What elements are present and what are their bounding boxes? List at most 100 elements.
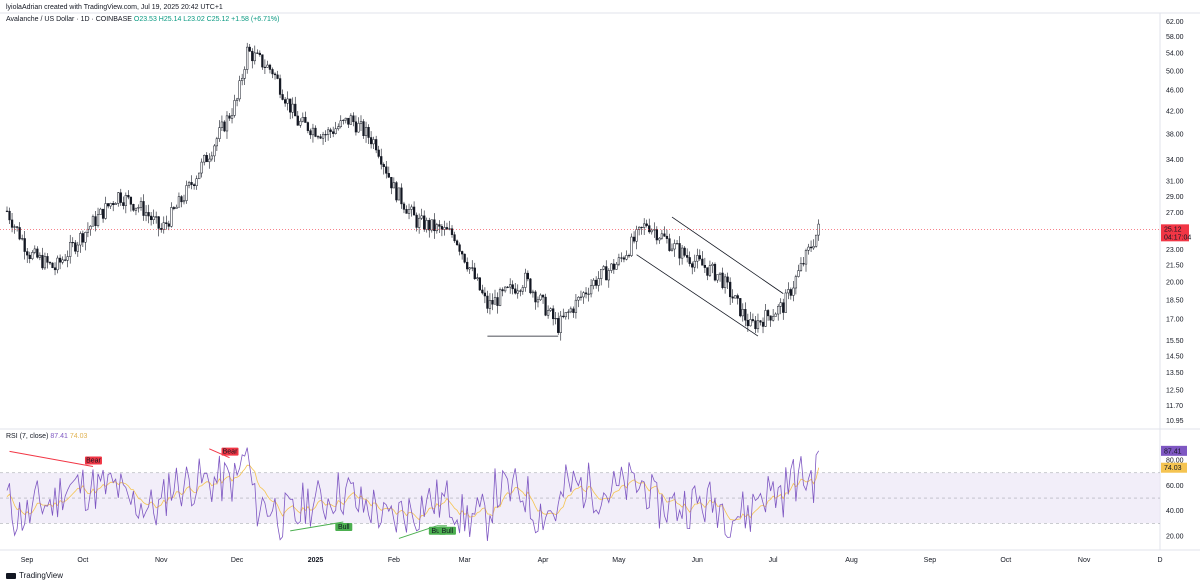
candle [541,294,545,304]
candle-body [329,129,332,132]
candle [362,119,365,139]
candle [729,277,732,305]
candle-body [516,290,519,294]
candle [425,217,428,233]
candle-body [509,284,512,288]
candle [764,304,767,327]
candle-body [779,302,782,307]
candle-body [86,228,90,233]
candle [74,240,77,255]
candle-body [278,78,282,95]
price-tick-label: 17.00 [1166,317,1184,324]
candle [756,313,760,333]
symbol-title: Avalanche / US Dollar · 1D · COINBASE [6,16,132,23]
candle [691,261,694,275]
candle [129,196,133,212]
candle-body [286,98,289,104]
candle [101,208,105,223]
candle [602,265,605,271]
tradingview-brand[interactable]: TradingView [6,571,63,580]
candle-body [453,234,456,242]
candle [205,152,208,163]
candle [577,296,580,308]
candle [595,276,598,289]
candle-body [180,196,183,203]
candle [683,246,686,258]
symbol-legend[interactable]: Avalanche / US Dollar · 1D · COINBASE O2… [6,16,279,23]
candle [617,253,621,267]
candle-body [463,253,466,263]
candle [460,250,464,260]
ohlc-values: O23.53 H25.14 L23.02 C25.12 +1.58 (+6.71… [133,16,280,23]
candle [731,289,734,303]
candle-body [311,127,315,136]
candle [258,50,261,57]
candle [478,277,481,291]
candle [263,59,267,75]
candle-body [481,289,484,294]
candle [539,293,542,301]
candle-body [772,316,775,321]
candle-body [289,98,292,113]
candle [787,282,790,300]
rsi-title: RSI (7, close) [6,433,49,440]
candle [46,253,49,269]
candle-body [410,206,413,210]
candle [107,203,110,209]
candle-body [309,130,312,136]
candle [286,91,289,111]
candle [33,245,36,255]
candle [655,226,658,245]
candle-body [592,279,595,286]
candle-body [605,266,608,281]
candle-body [595,279,598,286]
candle [23,231,26,260]
candle [589,279,593,298]
candle-body [263,66,267,68]
candle-body [734,295,737,299]
candle-body [802,263,805,265]
candle-body [15,226,19,228]
candle-body [658,237,661,241]
candle [741,303,744,322]
price-tick-label: 62.00 [1166,19,1184,26]
candle-body [397,187,401,201]
candle-body [13,226,16,228]
candle [708,260,712,277]
candle [751,313,755,323]
candle [569,306,572,314]
candle [799,257,803,272]
candle [364,121,368,143]
rsi-ma-value: 74.03 [69,433,88,440]
candle [306,121,310,134]
candle-body [415,214,418,228]
candle-body [248,46,251,52]
candle [415,212,418,232]
candle-body [473,267,476,280]
candle-body [713,263,717,281]
candle [271,67,274,79]
candle [721,267,724,290]
candle-body [430,219,433,231]
candle-body [610,263,613,271]
candle [418,213,421,234]
candle-body [812,246,815,249]
candle-body [498,289,502,306]
candle [625,250,628,261]
candle [693,254,696,272]
candle [160,223,163,233]
candle-body [723,276,727,288]
candle-body [36,248,39,258]
candle [132,203,135,212]
candle-body [96,214,100,226]
candle-body [567,311,570,313]
bull-label-badge [335,523,353,532]
rsi-legend[interactable]: RSI (7, close) 87.41 74.03 [6,433,87,440]
candle [701,251,704,266]
candle-body [660,233,664,239]
candle [410,204,413,217]
candle [739,298,742,318]
candle [321,131,325,145]
candle [491,293,494,311]
